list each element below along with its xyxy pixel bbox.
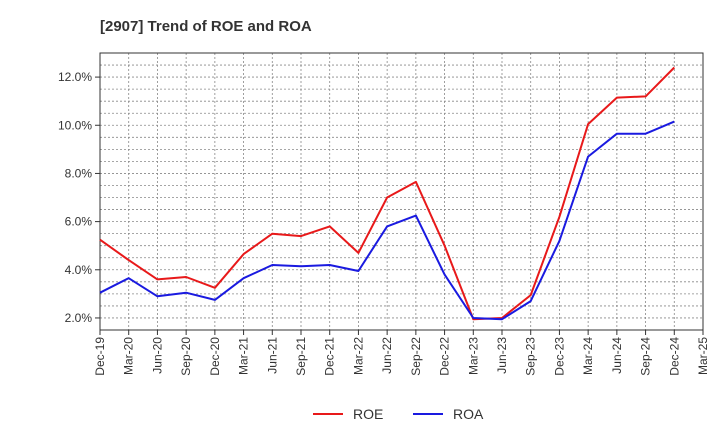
x-tick-label: Dec-22 [438, 337, 452, 376]
plot-area-frame [99, 52, 704, 331]
x-tick-label: Sep-21 [294, 337, 308, 376]
legend-label-roe: ROE [353, 406, 383, 422]
y-tick-label: 12.0% [58, 70, 92, 84]
x-tick-label: Sep-22 [409, 337, 423, 376]
x-tick-label: Jun-23 [495, 337, 509, 374]
x-tick-label: Mar-23 [466, 337, 480, 375]
y-axis: 2.0% 4.0% 6.0% 8.0% 10.0% 12.0% [58, 70, 100, 325]
legend-label-roa: ROA [453, 406, 484, 422]
x-tick-label: Dec-21 [323, 337, 337, 376]
x-tick-label: Dec-20 [208, 337, 222, 376]
y-tick-label: 2.0% [65, 311, 93, 325]
y-tick-label: 4.0% [65, 263, 93, 277]
x-tick-label: Jun-24 [610, 337, 624, 374]
chart-title: [2907] Trend of ROE and ROA [100, 18, 312, 35]
series-layer [99, 66, 676, 321]
y-tick-label: 8.0% [65, 166, 93, 180]
y-tick-label: 6.0% [65, 215, 93, 229]
legend: ROE ROA [313, 406, 484, 422]
series-line-roe [99, 66, 676, 321]
x-tick-label: Mar-22 [351, 337, 365, 375]
x-tick-label: Jun-20 [150, 337, 164, 374]
x-tick-label: Mar-24 [581, 337, 595, 375]
series-line-roa [99, 120, 675, 321]
x-tick-label: Dec-19 [93, 337, 107, 376]
x-tick-label: Mar-20 [122, 337, 136, 375]
y-tick-label: 10.0% [58, 118, 92, 132]
x-tick-label: Dec-23 [552, 337, 566, 376]
x-tick-label: Jun-21 [265, 337, 279, 374]
x-tick-label: Sep-24 [639, 337, 653, 376]
grid-lines [100, 53, 703, 330]
x-tick-label: Sep-20 [179, 337, 193, 376]
x-tick-label: Mar-25 [696, 337, 710, 375]
x-tick-label: Dec-24 [667, 337, 681, 376]
x-tick-label: Sep-23 [524, 337, 538, 376]
x-tick-label: Jun-22 [380, 337, 394, 374]
x-axis: Dec-19 Mar-20 Jun-20 Sep-20 Dec-20 Mar-21 Jun-… [93, 330, 710, 376]
x-tick-label: Mar-21 [237, 337, 251, 375]
